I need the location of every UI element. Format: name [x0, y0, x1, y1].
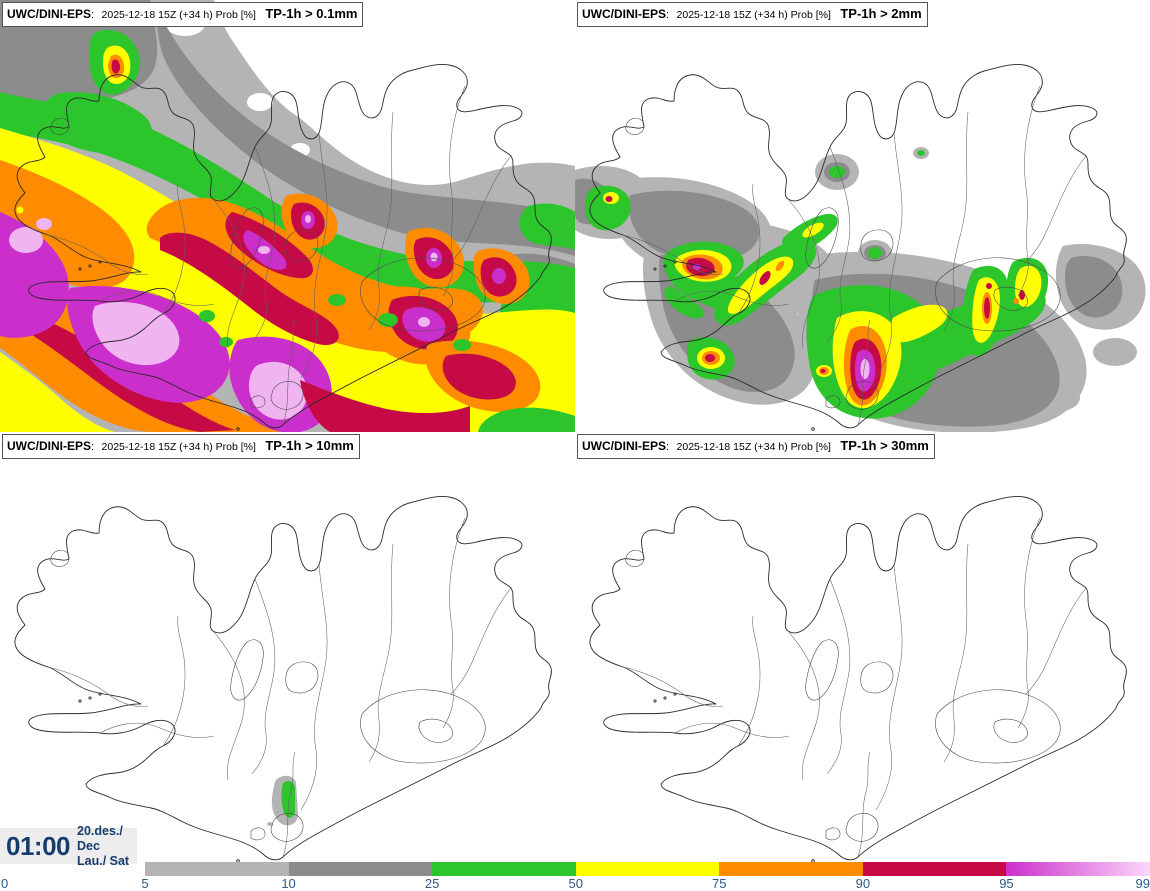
- colorbar-tick-75: 75: [712, 876, 727, 891]
- colorbar-segment-95-99: [1006, 862, 1150, 876]
- colorbar-tick-25: 25: [424, 876, 440, 891]
- probability-field: [0, 432, 575, 864]
- threshold-label: TP-1h > 30mm: [840, 438, 929, 453]
- panel-title: UWC/DINI-EPS: 2025-12-18 15Z (+34 h) Pro…: [577, 2, 928, 27]
- colorbar-tick-99: 99: [1135, 876, 1150, 891]
- probability-map-0.1mm: [0, 0, 575, 432]
- colorbar-tick-95: 95: [999, 876, 1014, 891]
- colorbar-segment-75-90: [719, 862, 863, 876]
- model-name: UWC/DINI-EPS: [582, 439, 666, 453]
- probability-map-10mm: [0, 432, 575, 864]
- colorbar-tick-labels: 0 5 10 25 50 75 90 95 99: [0, 876, 1150, 891]
- colorbar-segment-10-25: [288, 862, 433, 876]
- colorbar-segment-5-10: [145, 862, 289, 876]
- panel-prob-tp1h-gt-30mm: UWC/DINI-EPS: 2025-12-18 15Z (+34 h) Pro…: [575, 432, 1150, 864]
- title-separator: :: [91, 441, 95, 453]
- probability-map-2mm: [575, 0, 1150, 432]
- colorbar-tick-90: 90: [855, 876, 871, 891]
- valid-date-line1: 20.des./ Dec: [77, 823, 123, 853]
- panel-title: UWC/DINI-EPS: 2025-12-18 15Z (+34 h) Pro…: [2, 434, 360, 459]
- panel-title: UWC/DINI-EPS: 2025-12-18 15Z (+34 h) Pro…: [2, 2, 364, 27]
- valid-time-box: 01:00 20.des./ Dec Lau./ Sat: [0, 824, 137, 868]
- valid-date: 20.des./ Dec Lau./ Sat: [77, 824, 133, 869]
- model-name: UWC/DINI-EPS: [582, 7, 666, 21]
- valid-day-line2: Lau./ Sat: [77, 853, 130, 868]
- run-info: 2025-12-18 15Z (+34 h) Prob [%]: [676, 9, 831, 21]
- run-info: 2025-12-18 15Z (+34 h) Prob [%]: [676, 441, 831, 453]
- panel-prob-tp1h-gt-2mm: UWC/DINI-EPS: 2025-12-18 15Z (+34 h) Pro…: [575, 0, 1150, 432]
- valid-time: 01:00: [6, 830, 71, 861]
- title-separator: :: [91, 9, 95, 21]
- model-name: UWC/DINI-EPS: [7, 439, 91, 453]
- colorbar-segment-50-75: [575, 862, 720, 876]
- colorbar-segment-90-95: [862, 862, 1007, 876]
- title-separator: :: [666, 9, 670, 21]
- panel-title: UWC/DINI-EPS: 2025-12-18 15Z (+34 h) Pro…: [577, 434, 935, 459]
- run-info: 2025-12-18 15Z (+34 h) Prob [%]: [101, 441, 256, 453]
- colorbar-tick-50: 50: [568, 876, 583, 891]
- colorbar-tick-5: 5: [141, 876, 149, 891]
- threshold-label: TP-1h > 0.1mm: [265, 6, 358, 21]
- threshold-label: TP-1h > 2mm: [840, 6, 922, 21]
- colorbar-segment-25-50: [432, 862, 576, 876]
- probability-map-30mm: [575, 432, 1150, 864]
- model-name: UWC/DINI-EPS: [7, 7, 91, 21]
- panel-prob-tp1h-gt-0.1mm: UWC/DINI-EPS: 2025-12-18 15Z (+34 h) Pro…: [0, 0, 575, 432]
- probability-field: [575, 0, 1150, 432]
- threshold-label: TP-1h > 10mm: [265, 438, 354, 453]
- run-info: 2025-12-18 15Z (+34 h) Prob [%]: [101, 9, 256, 21]
- colorbar-tick-0: 0: [1, 876, 9, 891]
- colorbar-tick-10: 10: [281, 876, 296, 891]
- panel-prob-tp1h-gt-10mm: UWC/DINI-EPS: 2025-12-18 15Z (+34 h) Pro…: [0, 432, 575, 864]
- probability-field: [0, 0, 575, 432]
- title-separator: :: [666, 441, 670, 453]
- probability-colorbar: [145, 862, 1150, 876]
- probability-field: [575, 432, 1150, 864]
